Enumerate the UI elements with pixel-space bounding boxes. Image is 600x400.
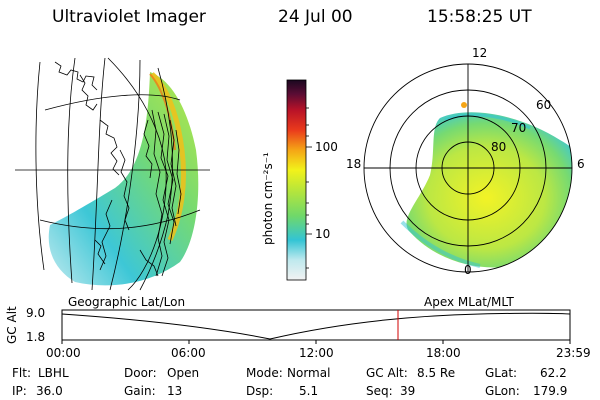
lat-label-60: 60: [536, 98, 552, 112]
mlt-label-dawn: 6: [577, 157, 585, 171]
xtick-4: 23:59: [556, 346, 591, 360]
colorbar-tick-10: 10: [315, 227, 331, 241]
ip-label: IP:: [12, 384, 27, 398]
apex-label: Apex MLat/MLT: [424, 295, 514, 309]
altitude-plot: [61, 309, 571, 344]
dsp-value: 5.1: [299, 384, 319, 398]
xtick-1: 06:00: [171, 346, 206, 360]
polar-aurora: [406, 112, 572, 268]
gcalt-label: GC Alt:: [366, 366, 408, 380]
seq-label: Seq:: [366, 384, 393, 398]
mode-label: Mode:: [246, 366, 283, 380]
lat-label-70: 70: [511, 121, 527, 135]
date-label: 24 Jul 00: [278, 7, 353, 27]
polar-bright-spot: [461, 102, 467, 108]
mlt-label-midnight: 0: [464, 263, 472, 277]
glon-value: 179.9: [533, 384, 568, 398]
altitude-ymax: 9.0: [26, 306, 46, 320]
polar-plot: [363, 63, 573, 273]
altitude-ymin: 1.8: [26, 330, 46, 344]
colorbar: [286, 79, 312, 281]
colorbar-unit-label: photon cm⁻²s⁻¹: [261, 152, 275, 245]
glat-value: 62.2: [540, 366, 567, 380]
glon-label: GLon:: [485, 384, 520, 398]
lat-label-80: 80: [491, 140, 507, 154]
geographic-label: Geographic Lat/Lon: [68, 295, 186, 309]
geo-aurora-bright-arc: [150, 72, 186, 242]
altitude-curve: [61, 312, 571, 340]
seq-value: 39: [400, 384, 416, 398]
glat-label: GLat:: [485, 366, 518, 380]
gcalt-value: 8.5 Re: [417, 366, 456, 380]
colorbar-tick-100: 100: [315, 140, 338, 154]
gain-value: 13: [167, 384, 183, 398]
dsp-label: Dsp:: [246, 384, 274, 398]
door-value: Open: [167, 366, 200, 380]
gain-label: Gain:: [124, 384, 156, 398]
time-label: 15:58:25 UT: [427, 7, 532, 27]
geographic-map: [15, 57, 210, 291]
mlt-label-noon: 12: [472, 46, 488, 60]
mlt-label-dusk: 18: [346, 157, 362, 171]
altitude-axis-label: GC Alt: [5, 306, 19, 344]
xtick-3: 18:00: [426, 346, 461, 360]
door-label: Door:: [124, 366, 157, 380]
geo-aurora-oval: [48, 72, 199, 286]
filter-label: Flt:: [12, 366, 31, 380]
instrument-title: Ultraviolet Imager: [52, 7, 206, 27]
ip-value: 36.0: [36, 384, 63, 398]
xtick-2: 12:00: [299, 346, 334, 360]
mode-value: Normal: [287, 366, 331, 380]
filter-value: LBHL: [38, 366, 69, 380]
xtick-0: 00:00: [46, 346, 81, 360]
